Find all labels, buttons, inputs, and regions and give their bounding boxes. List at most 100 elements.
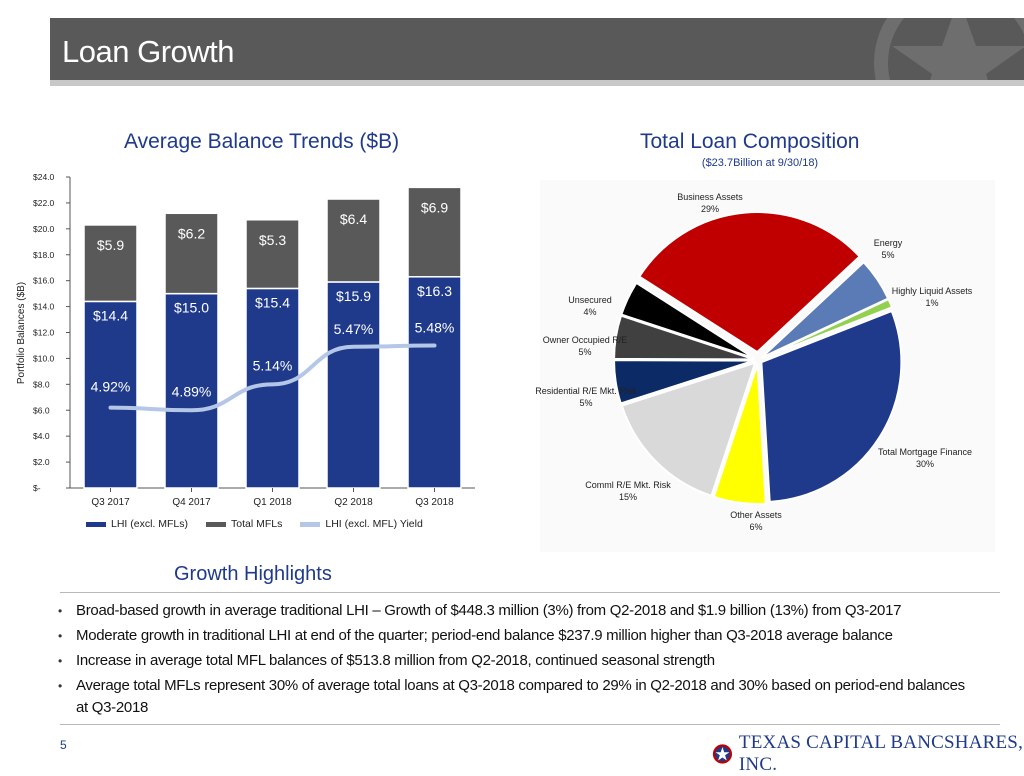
list-item: Broad-based growth in average traditiona… (56, 600, 976, 622)
pie-chart-title: Total Loan Composition (640, 130, 860, 153)
page-number: 5 (60, 738, 67, 752)
pie-slice-value-label: 15% (619, 492, 637, 502)
yield-data-label: 5.48% (415, 319, 455, 335)
yield-line (108, 343, 437, 413)
title-bar: Loan Growth (50, 18, 1024, 80)
pie-slice-value-label: 4% (583, 307, 596, 317)
bar-mfl-data-label: $6.2 (178, 225, 205, 241)
logo-text: TEXAS CAPITAL BANCSHARES, INC. (738, 732, 1024, 775)
bar-lhi (326, 281, 381, 489)
pie-slice (760, 309, 903, 503)
bar-mfl (83, 224, 138, 303)
bar-lhi-data-label: $14.4 (93, 307, 128, 323)
bar-mfl (164, 212, 219, 295)
pie-chart-subtitle: ($23.7Billion at 9/30/18) (701, 157, 819, 169)
legend-swatch-yield (300, 521, 321, 527)
legend-label-yield: LHI (excl. MFL) Yield (325, 518, 423, 530)
pie-slice-label: Residential R/E Mkt. Risk (535, 386, 637, 396)
company-logo: TEXAS CAPITAL BANCSHARES, INC. (712, 732, 1024, 776)
legend-item-lhi: LHI (excl. MFLs) (86, 518, 188, 530)
bar-mfl (245, 219, 300, 290)
y-tick-label: $10.0 (33, 353, 55, 363)
y-tick-label: $14.0 (33, 302, 55, 312)
y-axis-label: Portfolio Balances ($B) (16, 282, 27, 384)
y-tick-label: $20.0 (33, 224, 55, 234)
pie-slice-value-label: 5% (578, 347, 591, 357)
legend-label-lhi: LHI (excl. MFLs) (111, 518, 189, 530)
y-tick-label: $12.0 (33, 328, 55, 338)
yield-data-label: 5.47% (334, 321, 374, 337)
x-tick-label: Q2 2018 (334, 497, 373, 508)
bar-chart-title: Average Balance Trends ($B) (124, 130, 400, 153)
bar-lhi (164, 292, 219, 489)
charts-canvas: $- $2.0 $4.0 $6.0 $8.0 $10.0 $12.0 $14.0 $16.0 $1… (16, 172, 973, 532)
pie-slice-label: Owner Occupied R/E (543, 335, 628, 345)
list-item: Moderate growth in traditional LHI at en… (56, 625, 976, 647)
pie-slice-label: Highly Liquid Assets (892, 286, 973, 296)
bar-lhi-data-label: $16.3 (417, 283, 452, 299)
yield-data-label: 5.14% (253, 357, 293, 373)
pie-slice (637, 211, 862, 354)
list-item: Average total MFLs represent 30% of aver… (56, 675, 976, 719)
x-tick-label: Q4 2017 (172, 497, 211, 508)
x-tick-label: Q3 2017 (91, 497, 130, 508)
bar-lhi-data-label: $15.0 (174, 300, 209, 316)
pie-chart: Business Assets 29% Energy 5% Highly Liquid … (535, 192, 973, 532)
pie-slice-label: Total Mortgage Finance (878, 447, 972, 457)
pie-slice-label: Comml R/E Mkt. Risk (585, 480, 671, 490)
pie-slice (761, 297, 894, 360)
pie-slice (620, 361, 757, 498)
bar-mfl-data-label: $5.9 (97, 237, 124, 253)
bar-mfl-data-label: $6.9 (421, 199, 448, 215)
yield-data-label: 4.89% (172, 383, 212, 399)
bar-chart: $- $2.0 $4.0 $6.0 $8.0 $10.0 $12.0 $14.0 $16.0 $1… (16, 172, 475, 508)
y-tick-label: $16.0 (33, 276, 55, 286)
legend-item-mfl: Total MFLs (206, 518, 282, 530)
y-tick-label: $- (33, 483, 41, 493)
pie-slice-label: Unsecured (568, 295, 612, 305)
yield-data-label: 4.92% (91, 379, 131, 395)
y-tick-label: $6.0 (33, 405, 50, 415)
pie-slice-value-label: 30% (916, 459, 934, 469)
bar-mfl-data-label: $5.3 (259, 232, 286, 248)
footer-divider (60, 724, 1000, 725)
y-tick-label: $4.0 (33, 431, 50, 441)
bar-lhi (407, 276, 462, 489)
bar-mfl (407, 186, 462, 278)
x-tick-label: Q1 2018 (253, 497, 292, 508)
pie-slice (712, 363, 767, 505)
y-tick-label: $2.0 (33, 457, 50, 467)
bar-lhi-data-label: $15.4 (255, 294, 290, 310)
legend-swatch-lhi (86, 521, 106, 527)
pie-slice-label: Business Assets (677, 192, 743, 202)
bar-mfl-data-label: $6.4 (340, 211, 367, 227)
pie-slice (613, 314, 755, 361)
y-tick-label: $18.0 (33, 250, 55, 260)
pie-slice-value-label: 5% (881, 250, 894, 260)
pie-slice-label: Energy (874, 238, 903, 248)
star-logo-icon (712, 744, 733, 764)
y-tick-label: $8.0 (33, 379, 50, 389)
y-tick-label: $24.0 (33, 172, 55, 182)
bar-mfl (326, 198, 381, 283)
page-title: Loan Growth (62, 34, 235, 69)
highlights-divider (60, 592, 1000, 593)
pie-slice-value-label: 6% (749, 522, 762, 532)
title-accent-bar (50, 80, 1024, 86)
list-item: Increase in average total MFL balances o… (56, 650, 976, 672)
pie-slice (620, 281, 755, 360)
bar-lhi (83, 300, 138, 489)
legend-label-mfl: Total MFLs (231, 518, 283, 530)
bar-chart-legend: LHI (excl. MFLs) Total MFLs LHI (excl. M… (86, 518, 423, 530)
legend-item-yield: LHI (excl. MFL) Yield (300, 518, 423, 530)
legend-swatch-mfl (206, 521, 227, 527)
pie-slice-value-label: 29% (701, 204, 719, 214)
bar-lhi-data-label: $15.9 (336, 288, 371, 304)
star-emblem-icon (874, 18, 1024, 80)
highlights-list: Broad-based growth in average traditiona… (56, 600, 976, 722)
highlights-title: Growth Highlights (174, 563, 332, 585)
y-tick-label: $22.0 (33, 198, 55, 208)
pie-slice-value-label: 5% (579, 398, 592, 408)
x-tick-label: Q3 2018 (415, 497, 454, 508)
pie-slice-label: Other Assets (730, 510, 782, 520)
